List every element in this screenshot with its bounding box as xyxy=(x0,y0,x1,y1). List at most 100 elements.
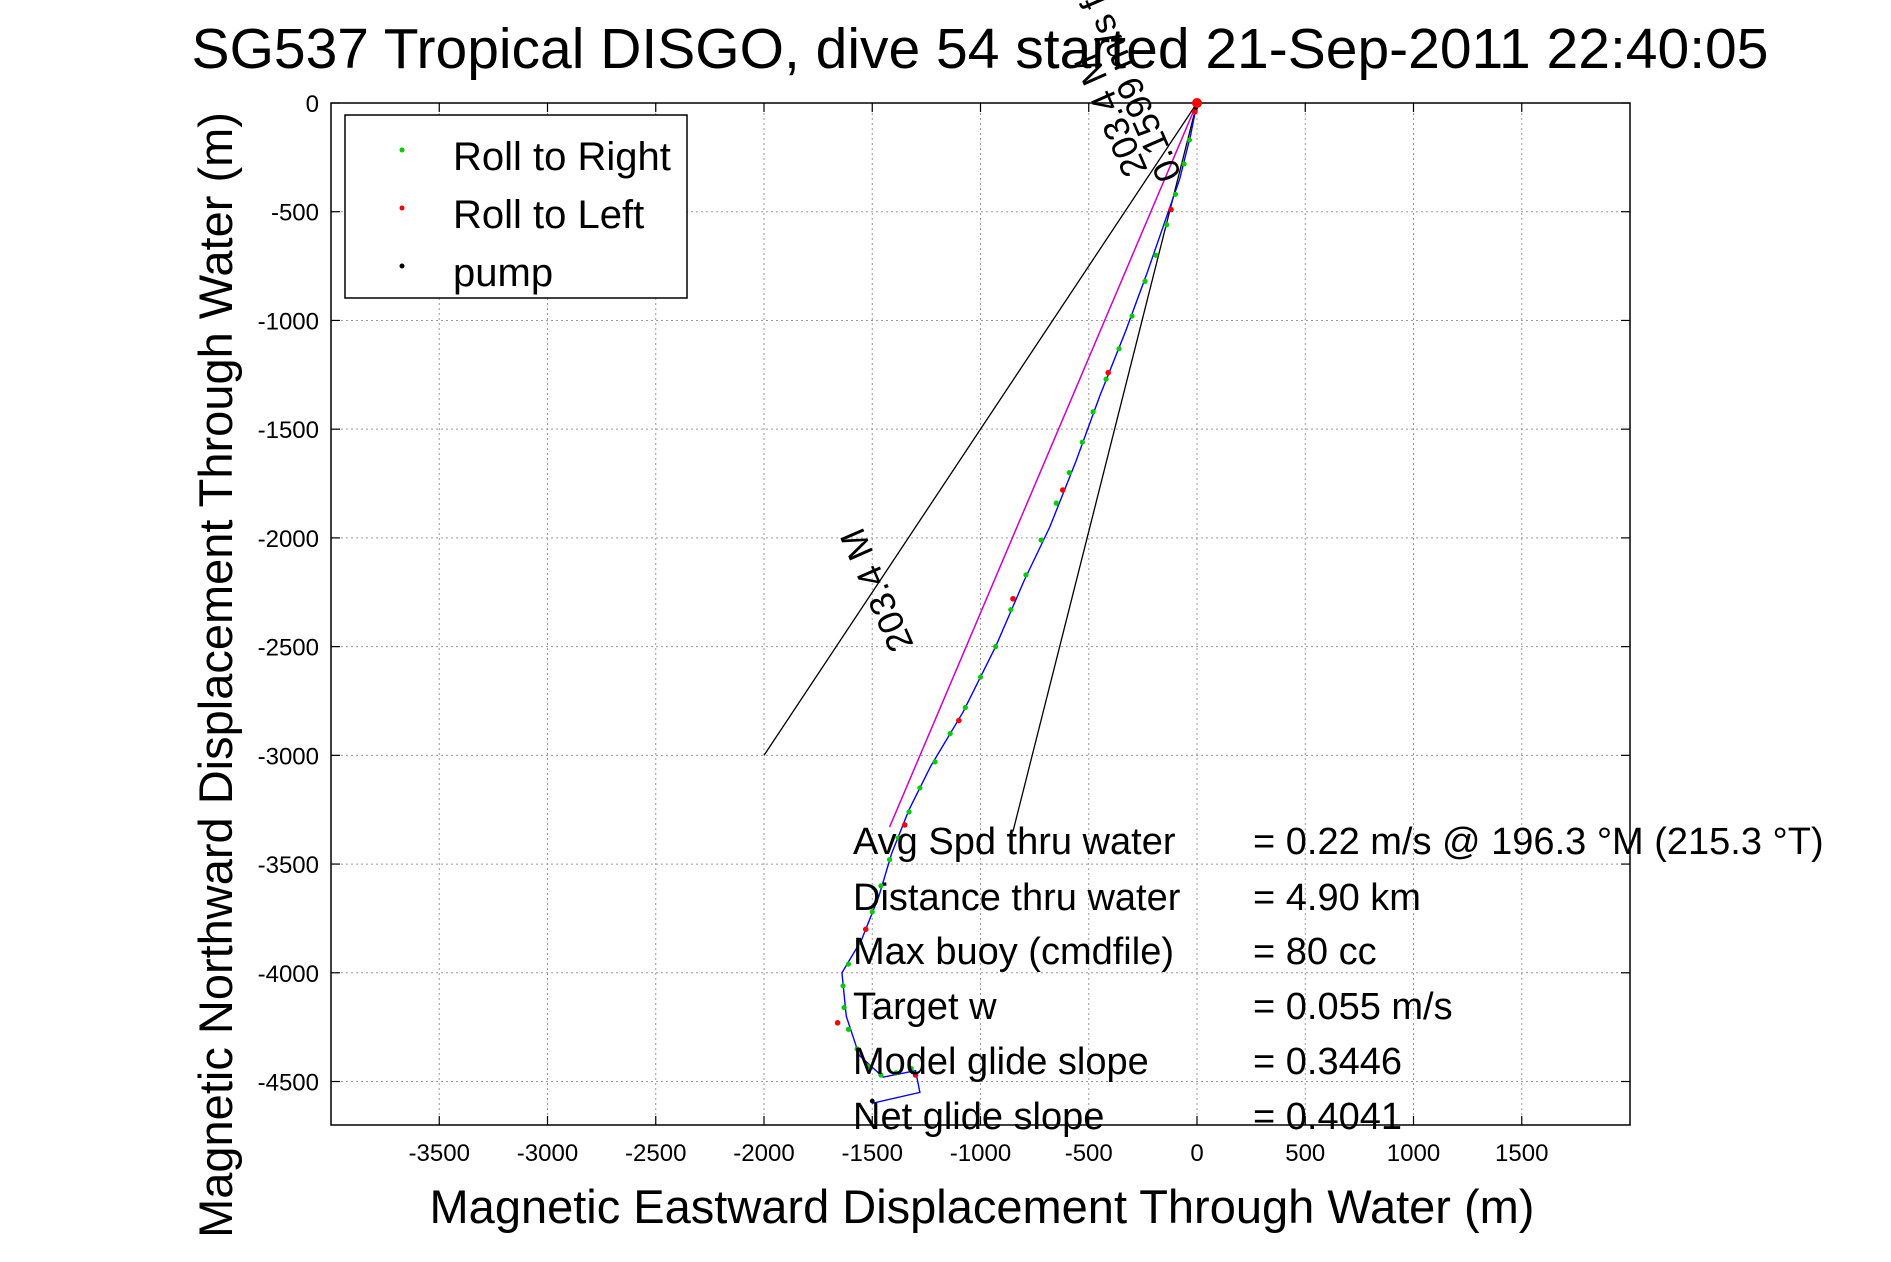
roll-left-point xyxy=(1168,206,1174,213)
stat-label-net-glide: Net glide slope xyxy=(853,1096,1104,1138)
stat-label-target-w: Target w xyxy=(853,986,997,1028)
pump-point xyxy=(869,1098,875,1104)
roll-right-point xyxy=(993,644,999,650)
stat-label-distance: Distance thru water xyxy=(853,877,1181,919)
legend-marker-roll-left xyxy=(399,205,405,211)
y-tick-label: -2000 xyxy=(258,526,319,553)
roll-left-point xyxy=(956,717,962,724)
roll-right-point xyxy=(865,1063,871,1069)
roll-right-point xyxy=(845,1026,852,1032)
y-tick-label: -4500 xyxy=(258,1070,319,1097)
roll-right-point xyxy=(840,983,846,989)
y-tick-label: -4000 xyxy=(258,961,319,988)
roll-right-point xyxy=(1186,137,1193,143)
x-tick-label: -3000 xyxy=(517,1140,578,1167)
roll-right-point xyxy=(1066,470,1072,476)
roll-right-point xyxy=(1103,376,1109,382)
roll-left-point xyxy=(912,1072,919,1078)
roll-right-point xyxy=(917,785,923,791)
y-tick-label: -1500 xyxy=(258,417,319,444)
x-tick-label: -1500 xyxy=(842,1140,903,1167)
x-tick-label: -3500 xyxy=(409,1140,470,1167)
roll-right-point xyxy=(856,939,862,945)
x-tick-label: -2000 xyxy=(733,1140,794,1167)
roll-right-point xyxy=(1053,500,1059,506)
stat-value-model-glide: = 0.3446 xyxy=(1253,1041,1402,1083)
x-tick-label: -2500 xyxy=(625,1140,686,1167)
x-tick-label: 500 xyxy=(1285,1140,1325,1167)
roll-left-point xyxy=(1192,108,1198,115)
y-tick-label: -3500 xyxy=(258,852,319,879)
roll-right-point xyxy=(1023,572,1029,578)
stat-value-net-glide: = 0.4041 xyxy=(1253,1096,1402,1138)
stat-value-target-w: = 0.055 m/s xyxy=(1253,986,1453,1028)
legend-label-roll-right: Roll to Right xyxy=(453,135,671,179)
roll-right-point xyxy=(886,857,893,863)
roll-right-point xyxy=(977,674,984,680)
roll-right-point xyxy=(1116,346,1122,352)
legend-marker-pump xyxy=(399,263,405,269)
roll-right-point xyxy=(854,1046,860,1052)
roll-right-point xyxy=(878,883,884,889)
stat-value-avg-spd: = 0.22 m/s @ 196.3 °M (215.3 °T) xyxy=(1253,821,1824,863)
y-tick-label: -500 xyxy=(271,200,319,227)
y-tick-label: -1000 xyxy=(258,308,319,335)
data-series xyxy=(763,98,1202,1104)
x-tick-label: 1000 xyxy=(1387,1140,1440,1167)
y-axis-label: Magnetic Northward Displacement Through … xyxy=(189,112,242,1238)
course-line xyxy=(888,102,1198,828)
y-tick-label: -2500 xyxy=(258,635,319,662)
roll-right-point xyxy=(1090,409,1096,415)
roll-right-point xyxy=(1142,278,1148,284)
roll-right-point xyxy=(893,1070,899,1076)
roll-left-point xyxy=(1010,595,1016,602)
roll-right-point xyxy=(962,704,968,711)
stat-label-max-buoy: Max buoy (cmdfile) xyxy=(853,931,1174,973)
roll-right-point xyxy=(895,835,901,841)
stat-value-max-buoy: = 80 cc xyxy=(1253,931,1377,973)
roll-right-point xyxy=(1079,439,1085,445)
x-tick-label: 0 xyxy=(1190,1140,1203,1167)
y-tick-label: -3000 xyxy=(258,743,319,770)
roll-right-point xyxy=(841,1004,847,1011)
roll-right-point xyxy=(906,809,912,815)
x-tick-label: 1500 xyxy=(1495,1140,1548,1167)
roll-right-point xyxy=(1153,252,1159,258)
roll-left-point xyxy=(1105,369,1112,376)
roll-right-point xyxy=(845,961,852,967)
x-axis-ticks: -3500 -3000 -2500 -2000 -1500 -1000 -500 0 500 10… xyxy=(409,103,1548,1167)
roll-right-point xyxy=(1038,537,1044,543)
roll-left-point xyxy=(834,1020,841,1026)
y-axis-ticks: 0 -500 -1000 -1500 -2000 -2500 -3000 -3500 -4000… xyxy=(258,91,1630,1097)
roll-left-point xyxy=(901,822,908,828)
roll-left-point xyxy=(862,926,869,933)
roll-right-point xyxy=(1164,222,1170,228)
y-tick-label: 0 xyxy=(306,91,319,118)
x-axis-label: Magnetic Eastward Displacement Through W… xyxy=(430,1180,1535,1233)
roll-right-point xyxy=(878,1072,884,1078)
legend-marker-roll-right xyxy=(399,147,405,153)
stat-value-distance: = 4.90 km xyxy=(1253,877,1421,919)
roll-left-point xyxy=(1059,487,1066,493)
chart-title: SG537 Tropical DISGO, dive 54 started 21… xyxy=(192,17,1769,81)
x-tick-label: -1000 xyxy=(950,1140,1011,1167)
roll-right-point xyxy=(869,909,875,915)
dive-start-point xyxy=(1192,98,1202,108)
wedge-line xyxy=(763,102,1198,756)
roll-right-point xyxy=(947,730,953,737)
legend-label-pump: pump xyxy=(453,251,553,295)
roll-right-point xyxy=(1129,313,1135,319)
legend: Roll to Right Roll to Left pump xyxy=(344,114,688,299)
roll-right-point xyxy=(908,1065,914,1072)
roll-right-point xyxy=(1172,191,1178,197)
stat-label-avg-spd: Avg Spd thru water xyxy=(853,821,1176,863)
stat-label-model-glide: Model glide slope xyxy=(853,1041,1149,1083)
roll-right-point xyxy=(932,759,938,765)
roll-right-point xyxy=(1008,607,1014,613)
dive-statistics: Avg Spd thru water = 0.22 m/s @ 196.3 °M… xyxy=(853,821,1824,1138)
track-line xyxy=(841,102,1198,1104)
legend-label-roll-left: Roll to Left xyxy=(453,193,644,237)
x-tick-label: -500 xyxy=(1065,1140,1113,1167)
roll-right-point xyxy=(1181,161,1187,167)
